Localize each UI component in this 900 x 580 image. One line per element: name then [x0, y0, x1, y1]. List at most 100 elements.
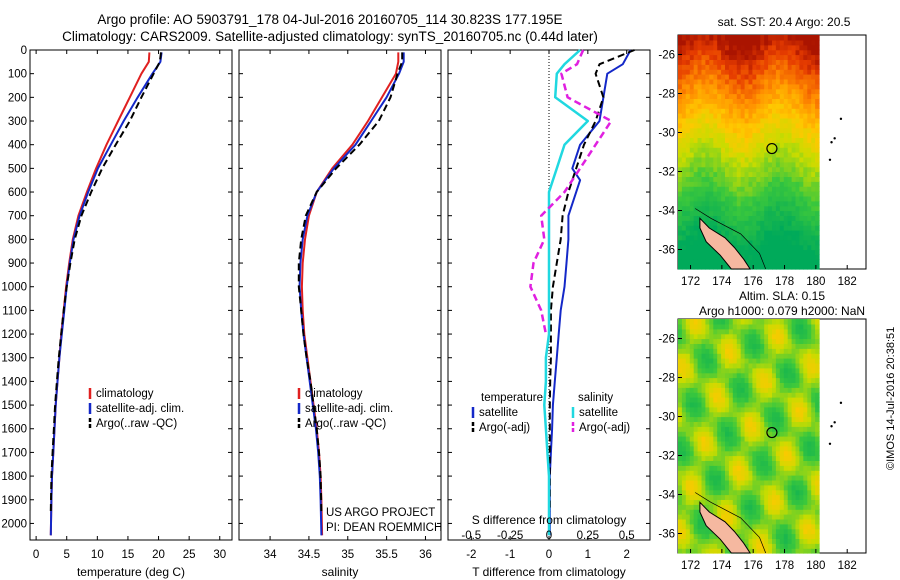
series-line-sat [548, 49, 632, 536]
map-cell [815, 479, 820, 486]
map-cell [799, 338, 804, 344]
map-cell [697, 117, 703, 124]
map-cell [768, 377, 773, 383]
map-cell [803, 397, 808, 403]
map-cell [803, 509, 808, 515]
plot-frame [29, 49, 233, 541]
map-cell [772, 264, 777, 270]
map-cell [791, 103, 797, 109]
map-cell [783, 343, 789, 349]
map-cell [787, 431, 793, 437]
map-cell [775, 475, 781, 481]
map-cell [678, 78, 683, 85]
map-cell [807, 353, 812, 359]
map-cell [764, 127, 769, 134]
map-cell [717, 484, 722, 491]
x-tick-label-secondary: 0.5 [619, 530, 635, 542]
map-cell [768, 445, 773, 452]
map-cell [744, 181, 750, 187]
map-cell [709, 392, 714, 398]
map-cell [728, 509, 734, 515]
map-cell [803, 234, 808, 241]
map-cell [756, 489, 761, 496]
map-cell [795, 504, 800, 510]
x-tick-label: 172 [681, 276, 700, 288]
map-cell [685, 523, 691, 530]
map-cell [678, 528, 683, 535]
map-cell [811, 122, 816, 129]
map-cell [697, 343, 703, 349]
map-cell [764, 436, 769, 442]
map-cell [740, 455, 746, 461]
map-cell [748, 122, 753, 129]
map-cell [783, 328, 789, 335]
map-cell [701, 137, 706, 143]
map-cell [783, 436, 789, 442]
map-cell [681, 465, 687, 471]
map-cell [748, 83, 753, 90]
map-cell [697, 132, 703, 138]
map-cell [791, 543, 797, 549]
map-cell [783, 93, 789, 99]
map-cell [791, 64, 797, 70]
map-cell [799, 465, 804, 471]
map-cell [803, 254, 808, 260]
map-cell [685, 465, 691, 471]
map-cell [799, 421, 804, 427]
map-cell [799, 528, 804, 535]
map-cell [713, 259, 718, 265]
map-cell [779, 445, 785, 452]
map-cell [705, 74, 710, 80]
map-cell [811, 450, 816, 457]
map-cell [783, 137, 789, 143]
map-cell [783, 416, 789, 422]
map-cell [728, 484, 734, 491]
map-cell [689, 234, 695, 241]
map-cell [787, 362, 793, 369]
map-cell [678, 450, 683, 457]
map-cell [803, 504, 808, 510]
map-cell [744, 440, 750, 447]
map-cell [685, 362, 691, 369]
map-cell [803, 127, 808, 134]
map-cell [728, 426, 734, 432]
map-cell [697, 176, 703, 182]
map-cell [787, 548, 793, 554]
map-cell [807, 387, 812, 393]
map-cell [685, 195, 691, 202]
map-cell [787, 528, 793, 535]
map-cell [799, 358, 804, 364]
map-cell [807, 421, 812, 427]
legend-entry: Argo(..raw -QC) [305, 418, 386, 430]
map-cell [803, 401, 808, 408]
map-cell [768, 528, 773, 535]
map-cell [697, 431, 703, 437]
map-cell [697, 259, 703, 265]
map-cell [689, 186, 695, 192]
map-cell [756, 127, 761, 134]
map-cell [775, 186, 781, 192]
map-cell [725, 186, 730, 192]
map-cell [689, 54, 695, 60]
map-cell [705, 147, 710, 153]
map-cell [736, 348, 742, 354]
map-cell [736, 142, 742, 148]
map-cell [803, 518, 808, 525]
map-cell [678, 387, 683, 393]
map-cell [799, 397, 804, 403]
map-cell [685, 59, 691, 65]
map-cell [764, 445, 769, 452]
map-cell [791, 35, 797, 41]
map-cell [815, 367, 820, 374]
map-cell [678, 171, 683, 177]
map-cell [740, 225, 746, 231]
map-cell [748, 249, 753, 255]
map-cell [701, 523, 706, 530]
map-cell [697, 338, 703, 344]
map-cell [740, 426, 746, 432]
map-cell [689, 49, 695, 56]
map-cell [795, 475, 800, 481]
map-cell [693, 319, 699, 325]
map-cell [744, 152, 750, 158]
map-cell [740, 230, 746, 236]
